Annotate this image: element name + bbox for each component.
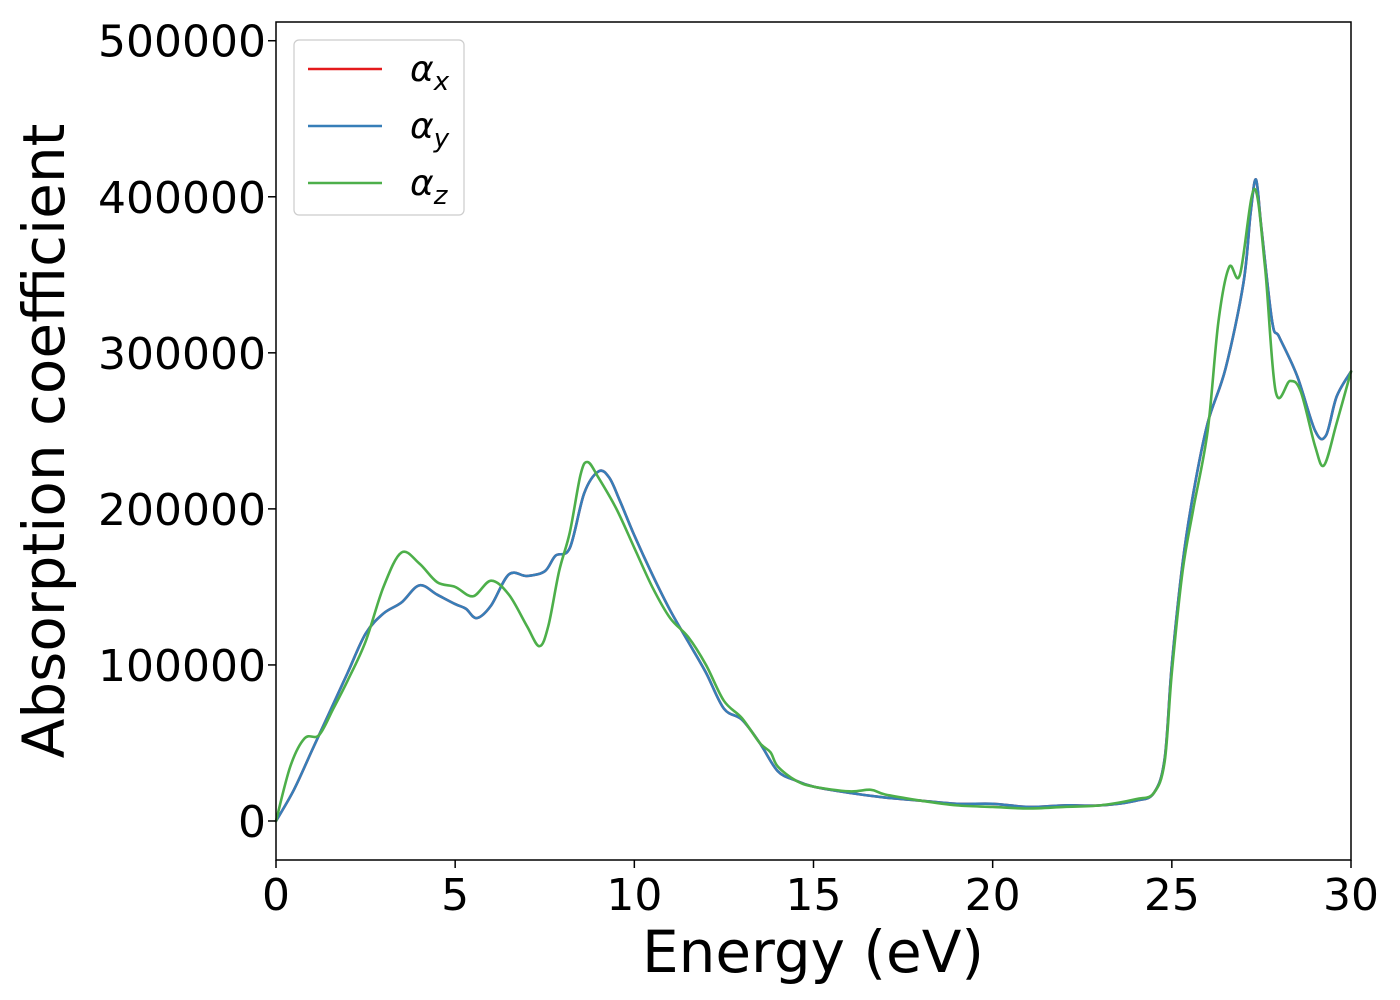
legend-frame — [293, 39, 465, 216]
y-tick-label: 500000 — [98, 17, 266, 68]
y-axis-title: Absorption coefficient — [10, 124, 78, 759]
legend: αx αy αz — [293, 39, 465, 216]
legend-label-alpha-z: αz — [410, 163, 449, 211]
x-tick-label: 10 — [606, 870, 662, 921]
x-tick-label: 30 — [1323, 870, 1379, 921]
y-tick-label: 100000 — [98, 641, 266, 692]
y-tick-label: 400000 — [98, 173, 266, 224]
series-line-alpha-z — [274, 187, 1353, 823]
legend-label-alpha-y: αy — [410, 106, 450, 154]
x-tick-label: 5 — [441, 870, 469, 921]
x-axis-title: Energy (eV) — [642, 918, 984, 986]
y-tick-label: 200000 — [98, 485, 266, 536]
x-tick-label: 20 — [965, 870, 1021, 921]
ticks-layer: 0 5 10 15 20 25 30 0 100000 200000 300000 400000 500… — [98, 17, 1379, 921]
legend-label-alpha-x: αx — [410, 49, 450, 97]
y-tick-label: 300000 — [98, 329, 266, 380]
series-layer — [274, 178, 1353, 823]
x-tick-label: 0 — [262, 870, 290, 921]
series-line-alpha-y — [274, 178, 1353, 823]
x-tick-label: 25 — [1144, 870, 1200, 921]
x-tick-label: 15 — [786, 870, 842, 921]
y-tick-label: 0 — [238, 797, 266, 848]
